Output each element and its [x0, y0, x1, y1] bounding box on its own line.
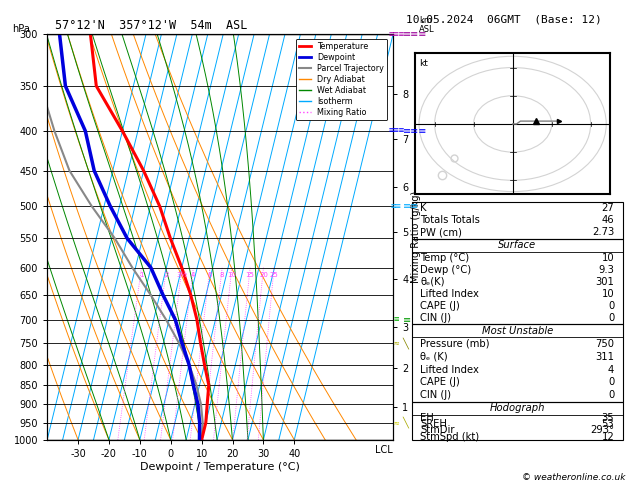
Text: ≡≡≡: ≡≡≡: [403, 29, 427, 39]
Text: ≈: ≈: [394, 418, 399, 427]
Text: 1: 1: [139, 272, 143, 278]
Text: ≈: ≈: [394, 338, 399, 347]
Text: 8: 8: [220, 272, 225, 278]
Text: PW (cm): PW (cm): [420, 227, 462, 238]
Text: ≡≡: ≡≡: [403, 201, 419, 211]
Text: km
ASL: km ASL: [419, 16, 435, 34]
Text: CAPE (J): CAPE (J): [420, 301, 460, 311]
Bar: [412, 239, 623, 324]
Text: Temp (°C): Temp (°C): [420, 253, 470, 263]
Text: CAPE (J): CAPE (J): [420, 378, 460, 387]
Text: 301: 301: [596, 277, 615, 287]
Text: StmDir: StmDir: [420, 425, 455, 435]
Text: 293°: 293°: [590, 425, 615, 435]
Text: 15: 15: [246, 272, 255, 278]
Text: ≡: ≡: [394, 315, 399, 324]
Text: 0: 0: [608, 313, 615, 323]
Text: Most Unstable: Most Unstable: [482, 326, 553, 336]
Legend: Temperature, Dewpoint, Parcel Trajectory, Dry Adiabat, Wet Adiabat, Isotherm, Mi: Temperature, Dewpoint, Parcel Trajectory…: [296, 39, 387, 121]
X-axis label: Dewpoint / Temperature (°C): Dewpoint / Temperature (°C): [140, 462, 300, 471]
Text: 750: 750: [595, 339, 615, 349]
Bar: [412, 324, 623, 402]
Text: Totals Totals: Totals Totals: [420, 215, 481, 225]
Text: 0: 0: [608, 301, 615, 311]
Text: 12: 12: [601, 432, 615, 442]
Text: 2: 2: [164, 272, 169, 278]
Text: 4: 4: [608, 364, 615, 375]
Text: 27: 27: [601, 203, 615, 213]
Text: 6: 6: [208, 272, 212, 278]
Text: 0: 0: [608, 390, 615, 400]
Text: 2.73: 2.73: [592, 227, 615, 238]
Text: ╲: ╲: [403, 417, 408, 428]
Text: 3½: 3½: [176, 272, 187, 278]
Text: ≡≡: ≡≡: [391, 202, 402, 211]
Text: 10: 10: [602, 253, 615, 263]
Text: 35: 35: [602, 413, 615, 423]
Text: ≡≡≡: ≡≡≡: [388, 30, 404, 38]
Text: 4: 4: [191, 272, 196, 278]
Text: SREH: SREH: [420, 419, 447, 429]
Text: 10: 10: [602, 289, 615, 299]
Text: 10: 10: [228, 272, 237, 278]
Text: kt: kt: [419, 59, 428, 68]
Text: 0: 0: [608, 378, 615, 387]
Text: 57°12'N  357°12'W  54m  ASL: 57°12'N 357°12'W 54m ASL: [55, 19, 247, 32]
Text: 53: 53: [602, 419, 615, 429]
Text: θₑ (K): θₑ (K): [420, 352, 448, 362]
Text: θₑ(K): θₑ(K): [420, 277, 445, 287]
Text: ≡≡≡: ≡≡≡: [403, 126, 427, 136]
Text: CIN (J): CIN (J): [420, 390, 452, 400]
Bar: [412, 402, 623, 440]
Text: © weatheronline.co.uk: © weatheronline.co.uk: [522, 473, 626, 482]
Y-axis label: Mixing Ratio (g/kg): Mixing Ratio (g/kg): [411, 191, 421, 283]
Text: Hodograph: Hodograph: [489, 403, 545, 413]
Text: 20: 20: [259, 272, 268, 278]
Text: Pressure (mb): Pressure (mb): [420, 339, 490, 349]
Text: EH: EH: [420, 413, 434, 423]
Text: 9.3: 9.3: [598, 265, 615, 275]
Text: LCL: LCL: [376, 445, 393, 455]
Text: ≡≡≡: ≡≡≡: [388, 126, 404, 136]
Text: 46: 46: [602, 215, 615, 225]
Text: 25: 25: [270, 272, 279, 278]
Text: K: K: [420, 203, 427, 213]
Text: Lifted Index: Lifted Index: [420, 364, 479, 375]
Text: Dewp (°C): Dewp (°C): [420, 265, 472, 275]
Text: 10.05.2024  06GMT  (Base: 12): 10.05.2024 06GMT (Base: 12): [406, 15, 601, 25]
Bar: [412, 202, 623, 239]
Text: StmSpd (kt): StmSpd (kt): [420, 432, 479, 442]
Text: CIN (J): CIN (J): [420, 313, 452, 323]
Text: Surface: Surface: [498, 240, 537, 250]
Text: ≡: ≡: [403, 314, 411, 325]
Text: hPa: hPa: [13, 24, 30, 34]
Text: Lifted Index: Lifted Index: [420, 289, 479, 299]
Text: 311: 311: [595, 352, 615, 362]
Text: ╲: ╲: [403, 337, 408, 349]
